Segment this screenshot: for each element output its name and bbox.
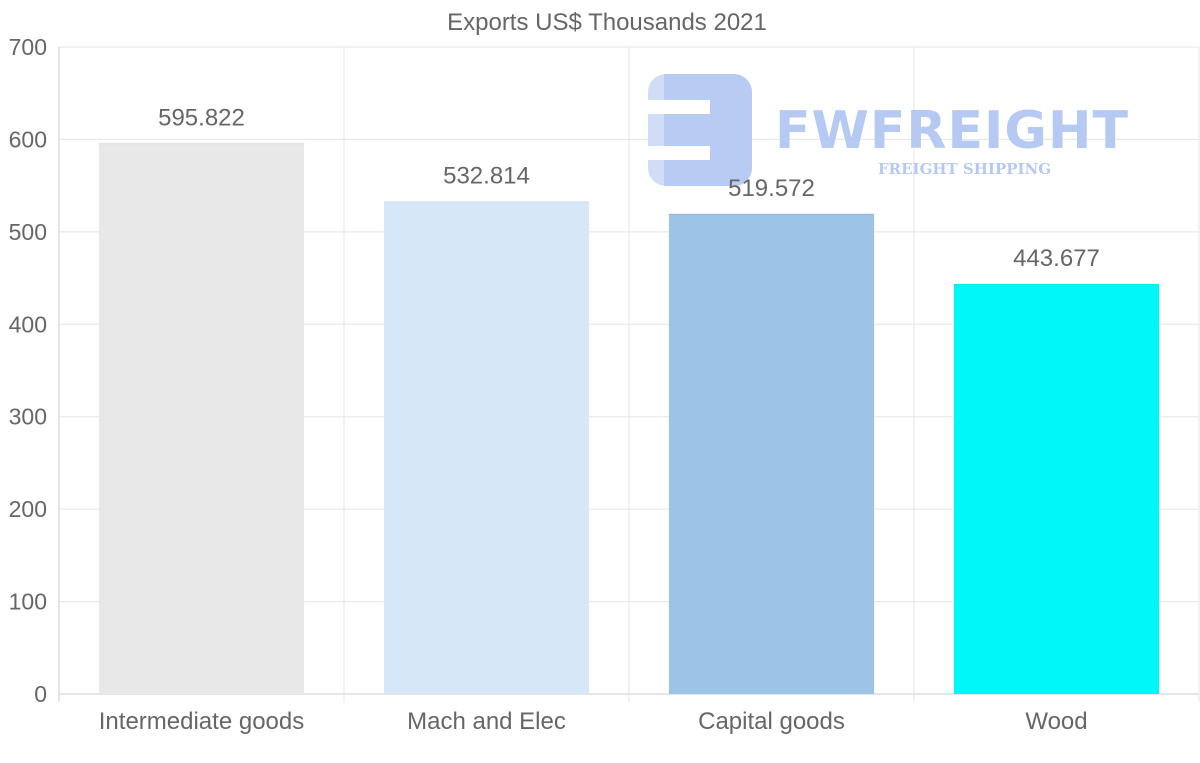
bar	[383, 201, 590, 694]
chart-title: Exports US$ Thousands 2021	[447, 9, 767, 36]
y-tick-label: 300	[9, 404, 47, 430]
y-tick-label: 0	[34, 681, 47, 707]
x-tick-label: Mach and Elec	[407, 708, 566, 735]
x-axis: Intermediate goods Mach and Elec Capital g…	[99, 708, 1088, 735]
y-tick-label: 400	[9, 311, 47, 337]
y-axis: 0 100 200 300 400 500 600 700	[9, 34, 47, 707]
data-label: 519.572	[728, 175, 815, 202]
bar	[668, 213, 875, 694]
bar	[98, 143, 305, 695]
data-label: 532.814	[443, 163, 530, 190]
watermark-brand: FWFREIGHT	[775, 101, 1129, 161]
bars: 595.822 532.814 519.572 443.677	[98, 104, 1160, 695]
y-tick-label: 700	[9, 34, 47, 60]
watermark: FWFREIGHT FREIGHT SHIPPING	[648, 74, 1129, 186]
x-tick-label: Wood	[1025, 708, 1087, 735]
x-tick-label: Intermediate goods	[99, 708, 304, 735]
y-tick-label: 100	[9, 589, 47, 615]
data-label: 443.677	[1013, 245, 1100, 272]
y-tick-label: 600	[9, 126, 47, 152]
y-tick-label: 500	[9, 219, 47, 245]
data-label: 595.822	[158, 104, 245, 131]
fwfreight-logo-icon	[648, 74, 752, 186]
bar	[953, 283, 1160, 694]
y-tick-label: 200	[9, 496, 47, 522]
x-tick-label: Capital goods	[698, 708, 845, 735]
watermark-tagline: FREIGHT SHIPPING	[878, 160, 1051, 178]
